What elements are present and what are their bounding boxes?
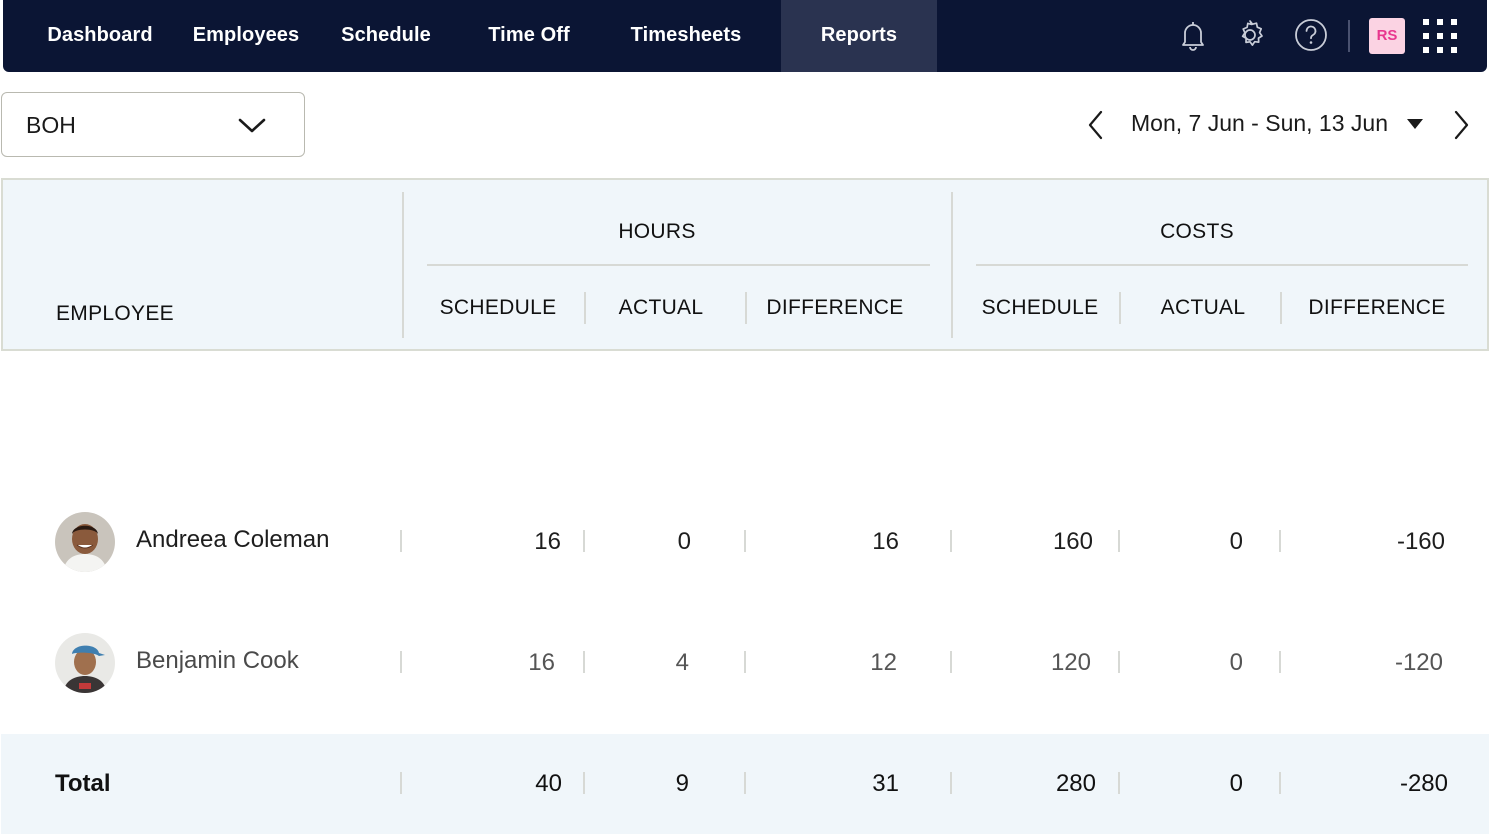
- employee-avatar: [55, 512, 115, 572]
- nav-time-off[interactable]: Time Off: [488, 24, 570, 46]
- column-divider: [745, 292, 747, 324]
- column-divider: [583, 530, 585, 552]
- costs-actual-header[interactable]: ACTUAL: [1160, 296, 1246, 319]
- column-divider: [1118, 772, 1120, 794]
- column-divider: [400, 772, 402, 794]
- table-row[interactable]: Andreea Coleman 16 0 16 160 0 -160: [1, 492, 1489, 592]
- total-hours-schedule: 40: [535, 770, 562, 797]
- column-divider: [1118, 651, 1120, 673]
- hours-actual-cell: 4: [675, 649, 689, 676]
- costs-group-underline: [976, 264, 1468, 266]
- total-row: Total 40 9 31 280 0 -280: [1, 734, 1489, 834]
- gear-icon[interactable]: [1233, 18, 1267, 52]
- column-divider: [744, 772, 746, 794]
- costs-schedule-cell: 120: [1050, 649, 1091, 676]
- nav-reports[interactable]: Reports: [781, 0, 937, 72]
- column-divider: [1279, 530, 1281, 552]
- column-divider: [1279, 772, 1281, 794]
- hours-schedule-cell: 16: [534, 528, 561, 555]
- column-divider: [1280, 292, 1282, 324]
- total-hours-difference: 31: [872, 770, 899, 797]
- column-divider: [1119, 292, 1121, 324]
- nav-employees[interactable]: Employees: [192, 24, 300, 46]
- table-header: HOURS COSTS EMPLOYEE SCHEDULE ACTUAL DIF…: [1, 178, 1489, 351]
- hours-difference-cell: 12: [870, 649, 897, 676]
- nav-timesheets[interactable]: Timesheets: [630, 24, 742, 46]
- column-divider: [583, 651, 585, 673]
- costs-difference-cell: -160: [1396, 528, 1445, 555]
- column-divider: [950, 530, 952, 552]
- column-divider: [402, 192, 404, 338]
- costs-difference-header[interactable]: DIFFERENCE: [1308, 296, 1446, 319]
- column-divider: [950, 651, 952, 673]
- column-divider: [400, 530, 402, 552]
- hours-difference-cell: 16: [872, 528, 899, 555]
- total-hours-actual: 9: [675, 770, 689, 797]
- employee-avatar: [55, 633, 115, 693]
- column-divider: [951, 192, 953, 338]
- help-icon[interactable]: [1294, 18, 1328, 52]
- employee-name[interactable]: Andreea Coleman: [136, 526, 330, 553]
- costs-actual-cell: 0: [1229, 528, 1243, 555]
- hours-group-header: HOURS: [618, 220, 696, 243]
- hours-difference-header[interactable]: DIFFERENCE: [766, 296, 904, 319]
- column-divider: [400, 651, 402, 673]
- costs-group-header: COSTS: [1160, 220, 1234, 243]
- total-label: Total: [55, 770, 111, 797]
- costs-schedule-header[interactable]: SCHEDULE: [981, 296, 1099, 319]
- chevron-right-icon[interactable]: [1448, 108, 1474, 142]
- column-divider: [744, 651, 746, 673]
- column-divider: [744, 530, 746, 552]
- top-navigation-bar: Dashboard Employees Schedule Time Off Ti…: [3, 0, 1487, 72]
- nav-dashboard[interactable]: Dashboard: [47, 24, 153, 46]
- table-row[interactable]: Benjamin Cook 16 4 12 120 0 -120: [1, 613, 1489, 713]
- costs-actual-cell: 0: [1229, 649, 1243, 676]
- department-select[interactable]: BOH: [1, 92, 305, 157]
- bell-icon[interactable]: [1176, 18, 1210, 52]
- total-costs-schedule: 280: [1055, 770, 1096, 797]
- hours-actual-header[interactable]: ACTUAL: [618, 296, 704, 319]
- column-divider: [1279, 651, 1281, 673]
- nav-divider: [1348, 20, 1350, 52]
- column-divider: [584, 292, 586, 324]
- column-divider: [950, 772, 952, 794]
- chevron-left-icon[interactable]: [1083, 108, 1109, 142]
- hours-group-underline: [427, 264, 930, 266]
- total-costs-difference: -280: [1399, 770, 1448, 797]
- total-costs-actual: 0: [1229, 770, 1243, 797]
- grid-icon[interactable]: [1423, 19, 1457, 53]
- costs-difference-cell: -120: [1394, 649, 1443, 676]
- chevron-down-icon: [238, 118, 266, 133]
- column-divider: [583, 772, 585, 794]
- employee-name[interactable]: Benjamin Cook: [136, 647, 299, 674]
- caret-down-icon[interactable]: [1404, 117, 1426, 131]
- date-range-label[interactable]: Mon, 7 Jun - Sun, 13 Jun: [1131, 110, 1388, 136]
- user-avatar[interactable]: RS: [1369, 18, 1405, 54]
- nav-schedule[interactable]: Schedule: [341, 24, 431, 46]
- employee-column-header[interactable]: EMPLOYEE: [56, 302, 174, 325]
- hours-actual-cell: 0: [677, 528, 691, 555]
- department-value: BOH: [26, 112, 76, 138]
- hours-schedule-header[interactable]: SCHEDULE: [439, 296, 557, 319]
- column-divider: [1118, 530, 1120, 552]
- hours-schedule-cell: 16: [528, 649, 555, 676]
- costs-schedule-cell: 160: [1052, 528, 1093, 555]
